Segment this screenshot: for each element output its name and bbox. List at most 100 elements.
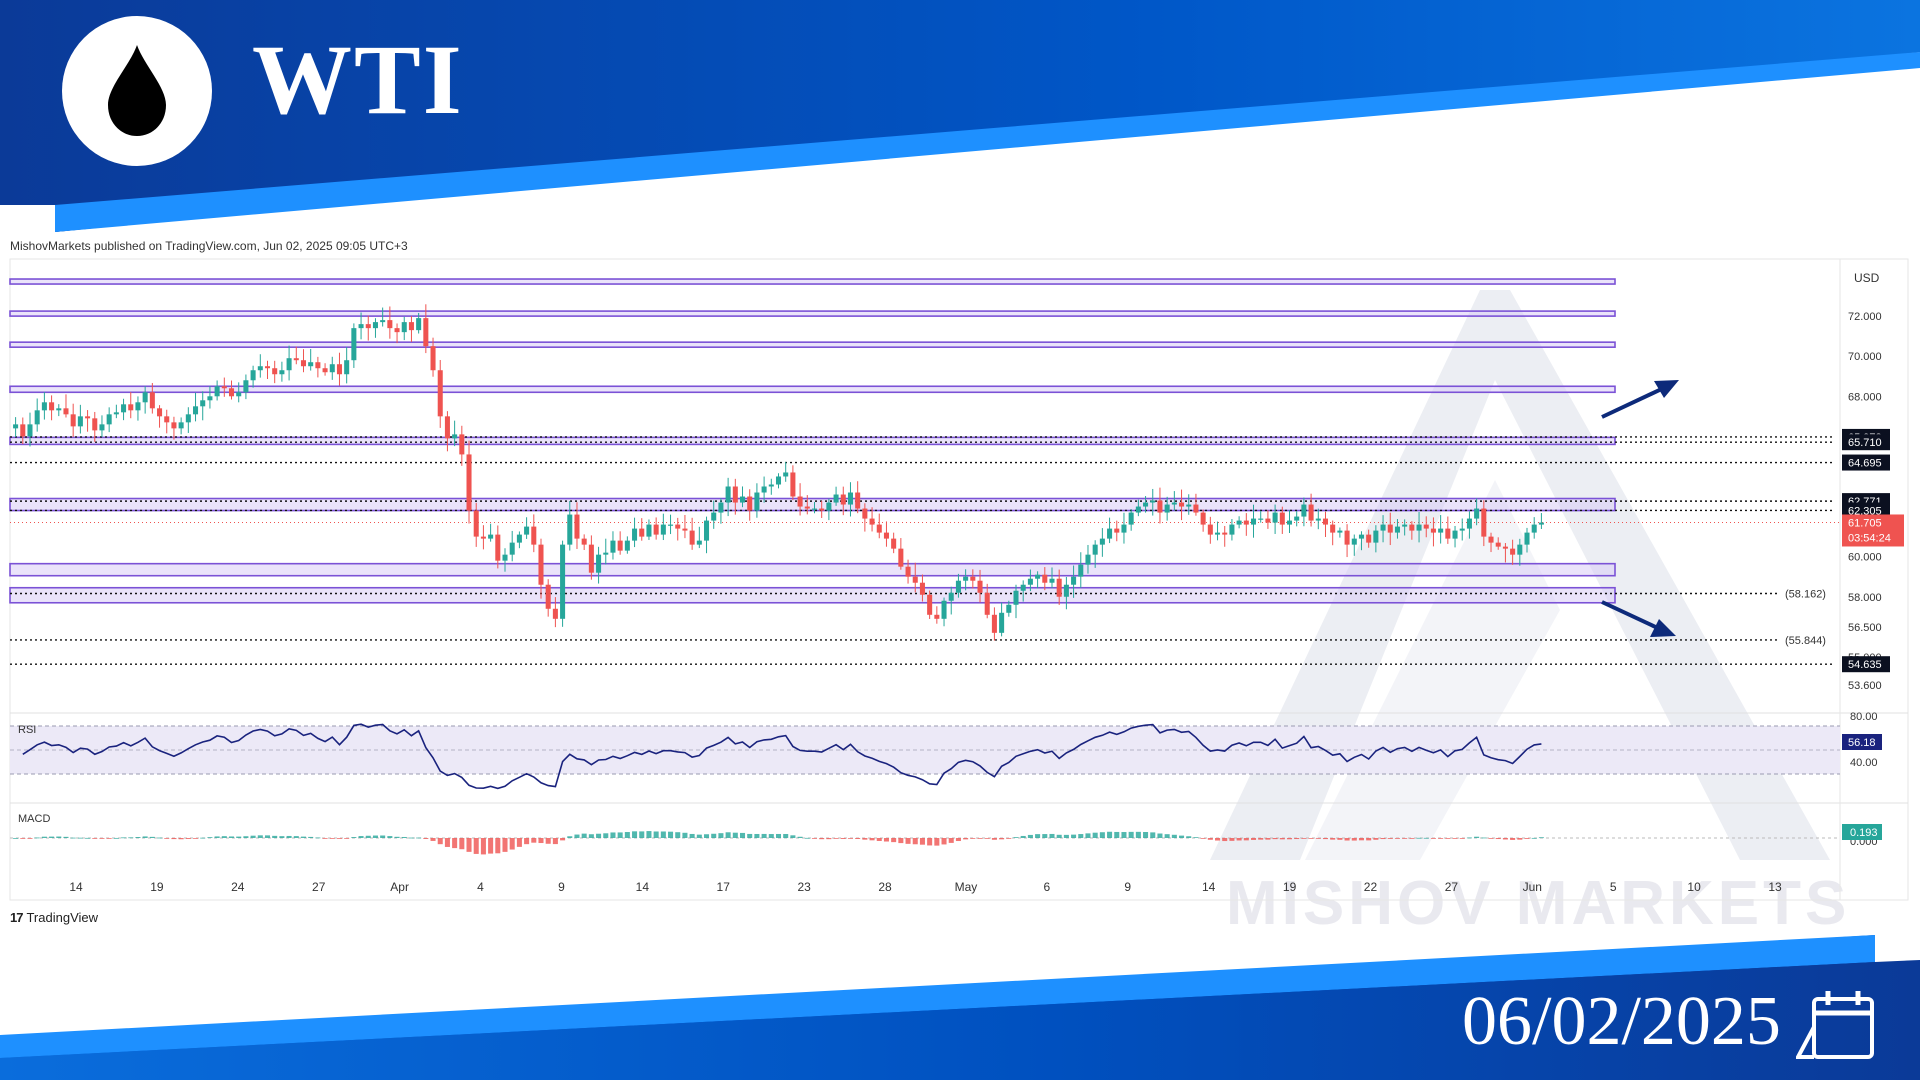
candle [351,323,357,368]
macd-bar [1423,837,1429,839]
candle [135,396,141,421]
macd-bar [272,835,278,838]
macd-bar [1222,838,1228,842]
candle [927,590,933,619]
macd-bar [387,836,393,838]
candle [1013,584,1019,619]
candle [193,392,199,422]
macd-bar [1366,838,1372,841]
macd-bar [1207,838,1213,840]
candle [394,323,400,344]
candle [49,395,55,421]
macd-bar [1430,838,1436,839]
macd-bar [1258,838,1264,840]
macd-bar [1394,838,1400,839]
x-tick-label: 6 [1044,880,1051,894]
candle [495,525,501,569]
macd-bar [488,838,494,854]
candle [567,501,573,551]
candle [905,559,911,584]
x-tick-label: 17 [717,880,731,894]
x-tick-label: 28 [878,880,892,894]
candle [387,306,393,339]
macd-bar [624,832,630,838]
candle [1157,487,1163,524]
macd-bar [912,838,918,845]
x-tick-label: 14 [1202,880,1216,894]
macd-bar [1085,833,1091,838]
candle [1135,499,1141,517]
candle [941,597,947,627]
macd-bar [142,836,148,838]
candle [437,359,443,428]
candle [56,404,62,417]
macd-bar [747,833,753,838]
candle [1286,510,1293,534]
candle [1358,531,1364,551]
candle [77,404,83,434]
candle [560,540,566,627]
candle [1020,580,1026,602]
rsi-panel: RSI 80.00 40.00 56.18 [10,711,1882,790]
candle [1200,509,1206,532]
candle [113,404,119,419]
candle [372,318,378,338]
candle [1272,504,1278,534]
macd-bar [1294,838,1300,840]
macd-bar [135,837,141,838]
candle [955,573,961,598]
candle [149,382,155,414]
price-chart[interactable]: USD (58.162) (55.844) 72.000 70.000 68.000 6… [0,254,1920,914]
candle [891,532,897,554]
macd-bar [372,835,378,838]
macd-bar [704,834,710,838]
up-arrow [1601,380,1679,419]
candle [1128,509,1134,531]
candle [689,517,695,550]
macd-bar [473,838,479,854]
zone-rect [9,436,1616,446]
macd-bar [41,836,47,838]
macd-bar [13,838,19,839]
macd-bar [1135,831,1141,838]
macd-bar [574,834,580,838]
macd-bar [1301,838,1307,839]
macd-panel: MACD 0.000 0.193 [10,813,1882,855]
candle [13,417,19,438]
candle [833,486,839,506]
macd-bar [394,836,400,838]
macd-bar [1107,831,1113,838]
macd-bar [991,838,997,840]
macd-bar [1071,834,1077,838]
macd-bar [430,838,436,841]
candle [725,477,731,517]
macd-bar [1517,838,1523,840]
macd-bar [322,838,328,839]
macd-bar [1078,834,1084,838]
candle [423,304,429,354]
svg-text:03:54:24: 03:54:24 [1848,532,1891,544]
candle [408,316,414,343]
macd-bar [1128,831,1134,838]
macd-bar [797,836,803,838]
macd-bar [459,838,465,850]
candle [1294,511,1300,527]
candle [1027,569,1033,592]
candle [1179,489,1185,521]
macd-bar [1445,838,1451,839]
candle [869,507,875,532]
macd-bar [603,833,609,838]
macd-bar [934,838,940,846]
macd-bar [1344,838,1350,841]
candle [696,526,702,549]
candle [1452,525,1458,548]
candle [70,403,76,437]
level-label: (58.162) [1785,589,1826,601]
candle [142,386,148,414]
macd-bar [984,838,990,839]
candle [300,349,307,373]
candle [1006,600,1012,617]
candle [157,405,163,428]
macd-bar [1171,834,1177,838]
macd-bar [193,838,199,839]
